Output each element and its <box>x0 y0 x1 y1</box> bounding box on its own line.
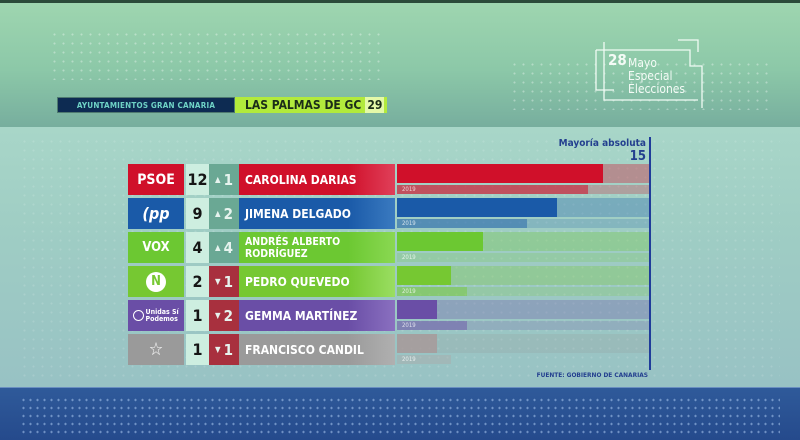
bar-2019 <box>397 219 527 228</box>
logo-day: 28 <box>608 51 627 69</box>
seat-change: ▼ 1 <box>209 266 239 297</box>
municipality-label: LAS PALMAS DE GC 29 <box>235 97 388 113</box>
party-row-psoe: PSOE 12 ▲ 1 CAROLINA DARIAS <box>128 164 395 195</box>
party-row-unidas: Unidas Sí Podemos 1 ▼ 2 GEMMA MARTÍNEZ <box>128 300 395 331</box>
year-label: 2019 <box>402 186 416 193</box>
seat-change: ▼ 2 <box>209 300 239 331</box>
arrow-up-icon: ▲ <box>215 209 221 218</box>
logo-frame-icon <box>595 39 703 108</box>
bar-2023 <box>397 266 451 285</box>
seats-count: 9 <box>186 198 209 229</box>
seat-bar-psoe: 2019 <box>397 164 649 195</box>
candidate-name: GEMMA MARTÍNEZ <box>239 300 395 331</box>
majority-indicator: Mayoría absoluta 15 <box>530 138 646 163</box>
party-logo-psoe: PSOE <box>128 164 184 195</box>
year-label: 2019 <box>402 220 416 227</box>
party-row-cc: ☆ 1 ▼ 1 FRANCISCO CANDIL <box>128 334 395 365</box>
source-note: FUENTE: GOBIERNO DE CANARIAS <box>536 371 648 379</box>
logo-month: Mayo <box>628 56 657 70</box>
bar-2023 <box>397 164 603 183</box>
year-label: 2019 <box>402 356 416 363</box>
bar-2019 <box>397 287 467 296</box>
seat-bar-nc: 2019 <box>397 266 649 297</box>
dot-pattern <box>50 30 380 80</box>
candidate-name: PEDRO QUEVEDO <box>239 266 395 297</box>
logo-line2: Especial <box>628 69 673 83</box>
party-logo-cc: ☆ <box>128 334 184 365</box>
bar-2023 <box>397 334 437 353</box>
party-row-vox: VOX 4 ▲ 4 ANDRÉS ALBERTO RODRÍGUEZ <box>128 232 395 263</box>
pp-logo-icon: (pp <box>142 204 170 223</box>
bar-2019 <box>397 185 588 194</box>
party-row-pp: (pp 9 ▲ 2 JIMENA DELGADO <box>128 198 395 229</box>
candidate-name: CAROLINA DARIAS <box>239 164 395 195</box>
majority-label: Mayoría absoluta <box>558 138 646 149</box>
arrow-up-icon: ▲ <box>215 243 221 252</box>
seat-change: ▲ 4 <box>209 232 239 263</box>
year-label: 2019 <box>402 322 416 329</box>
seat-bar-unidas: 2019 <box>397 300 649 331</box>
bar-2023 <box>397 300 437 319</box>
seats-count: 1 <box>186 300 209 331</box>
bar-2019 <box>397 321 467 330</box>
seat-change: ▲ 2 <box>209 198 239 229</box>
seats-count: 4 <box>186 232 209 263</box>
footer-band <box>0 387 800 440</box>
candidate-name: JIMENA DELGADO <box>239 198 395 229</box>
seats-count: 1 <box>186 334 209 365</box>
dot-pattern <box>510 60 770 110</box>
star-logo-icon: ☆ <box>148 339 164 360</box>
seat-change: ▼ 1 <box>209 334 239 365</box>
majority-line <box>649 137 651 370</box>
party-logo-vox: VOX <box>128 232 184 263</box>
party-row-nc: N 2 ▼ 1 PEDRO QUEVEDO <box>128 266 395 297</box>
party-logo-pp: (pp <box>128 198 184 229</box>
year-label: 2019 <box>402 254 416 261</box>
arrow-down-icon: ▼ <box>215 345 221 354</box>
dot-pattern <box>20 396 780 436</box>
year-label: 2019 <box>402 288 416 295</box>
party-logo-unidas: Unidas Sí Podemos <box>128 300 184 331</box>
bar-2023 <box>397 198 557 217</box>
logo-line3: Elecciones <box>628 82 686 96</box>
arrow-down-icon: ▼ <box>215 311 221 320</box>
seats-count: 12 <box>186 164 209 195</box>
seat-bar-pp: 2019 <box>397 198 649 229</box>
municipality-name: LAS PALMAS DE GC <box>245 98 362 112</box>
seat-bar-cc: 2019 <box>397 334 649 365</box>
arrow-down-icon: ▼ <box>215 277 221 286</box>
seats-count: 2 <box>186 266 209 297</box>
candidate-name: ANDRÉS ALBERTO RODRÍGUEZ <box>239 232 395 263</box>
seat-change: ▲ 1 <box>209 164 239 195</box>
section-label: AYUNTAMIENTOS GRAN CANARIA <box>57 97 235 113</box>
election-logo: 28 Mayo Especial Elecciones <box>590 38 715 113</box>
arrow-up-icon: ▲ <box>215 175 221 184</box>
breadcrumb: AYUNTAMIENTOS GRAN CANARIA LAS PALMAS DE… <box>57 97 388 113</box>
candidate-name: FRANCISCO CANDIL <box>239 334 395 365</box>
bar-2019 <box>397 355 451 364</box>
seat-bar-vox: 2019 <box>397 232 649 263</box>
top-border <box>0 0 800 3</box>
bar-2023 <box>397 232 483 251</box>
nc-logo-icon: N <box>146 271 166 292</box>
majority-value: 15 <box>629 149 646 164</box>
unidas-logo-icon: Unidas Sí Podemos <box>132 308 180 323</box>
party-logo-nc: N <box>128 266 184 297</box>
total-seats: 29 <box>365 97 385 113</box>
